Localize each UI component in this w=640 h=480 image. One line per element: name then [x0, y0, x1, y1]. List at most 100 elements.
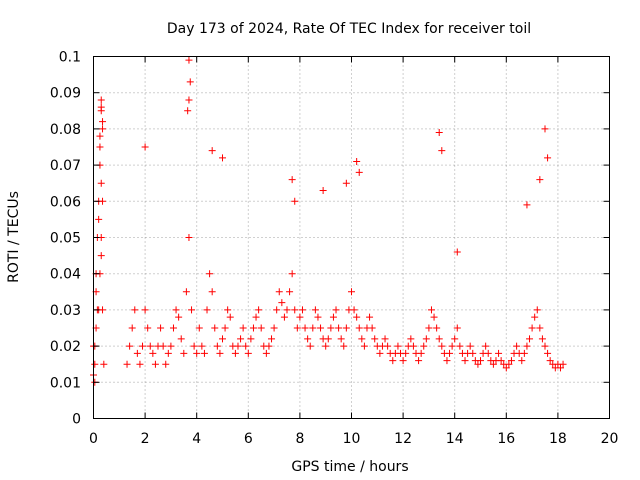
- y-tick-label: 0: [72, 412, 81, 428]
- data-point: [242, 342, 250, 350]
- data-point: [288, 270, 296, 278]
- data-point: [433, 324, 441, 332]
- data-point: [162, 360, 170, 368]
- y-tick-label: 0.02: [50, 339, 81, 355]
- data-point: [489, 360, 497, 368]
- data-point: [536, 324, 544, 332]
- data-point: [451, 335, 459, 343]
- y-tick-label: 0.07: [50, 158, 81, 174]
- data-point: [96, 143, 104, 151]
- data-point: [100, 360, 108, 368]
- data-point: [371, 335, 379, 343]
- data-point: [198, 342, 206, 350]
- data-point: [190, 342, 198, 350]
- data-point: [286, 288, 294, 296]
- data-point: [169, 324, 177, 332]
- data-point: [477, 357, 484, 365]
- data-point: [337, 335, 345, 343]
- data-point: [435, 129, 443, 137]
- data-point: [528, 324, 536, 332]
- data-point: [164, 349, 172, 357]
- data-point: [319, 186, 327, 194]
- data-point: [427, 306, 435, 314]
- data-point: [99, 197, 107, 205]
- data-point: [332, 306, 340, 314]
- y-tick-label: 0.05: [50, 231, 81, 247]
- data-point: [384, 342, 392, 350]
- data-point: [327, 324, 335, 332]
- data-point: [141, 143, 149, 151]
- data-point: [159, 342, 167, 350]
- data-point: [425, 324, 433, 332]
- data-point: [97, 179, 105, 187]
- data-point: [234, 342, 242, 350]
- data-point: [402, 349, 410, 357]
- data-point: [306, 342, 314, 350]
- data-point: [172, 306, 180, 314]
- y-tick-label: 0.01: [50, 375, 81, 391]
- data-point: [358, 335, 366, 343]
- data-point: [213, 342, 221, 350]
- data-point: [177, 335, 185, 343]
- data-point: [394, 342, 402, 350]
- data-point: [546, 357, 554, 365]
- data-point: [247, 335, 255, 343]
- data-point: [296, 313, 304, 321]
- data-point: [497, 357, 505, 365]
- x-tick-label: 12: [394, 431, 412, 447]
- data-point: [219, 335, 226, 343]
- data-point: [314, 313, 322, 321]
- data-point: [221, 324, 229, 332]
- data-point: [353, 313, 361, 321]
- data-point: [185, 96, 193, 104]
- data-point: [376, 349, 384, 357]
- data-point: [270, 324, 278, 332]
- data-point: [185, 56, 193, 64]
- data-point: [99, 118, 107, 126]
- data-point: [438, 342, 446, 350]
- data-point: [126, 342, 134, 350]
- data-point: [417, 349, 425, 357]
- data-point: [541, 125, 549, 133]
- data-point: [97, 96, 105, 104]
- data-point: [141, 306, 149, 314]
- data-point: [389, 357, 397, 365]
- data-point: [520, 349, 528, 357]
- data-point: [466, 342, 474, 350]
- data-point: [420, 342, 428, 350]
- data-point: [244, 349, 252, 357]
- data-point: [317, 324, 325, 332]
- data-point: [523, 342, 531, 350]
- x-tick-label: 0: [89, 431, 98, 447]
- data-point: [200, 349, 208, 357]
- data-point: [446, 349, 454, 357]
- data-point: [544, 349, 552, 357]
- data-point: [526, 335, 534, 343]
- data-point: [146, 342, 154, 350]
- data-point: [149, 349, 157, 357]
- data-point: [175, 313, 183, 321]
- data-point: [144, 324, 152, 332]
- data-point: [474, 360, 482, 368]
- data-point: [180, 349, 188, 357]
- y-tick-label: 0.1: [59, 50, 81, 66]
- data-point: [249, 324, 257, 332]
- x-tick-label: 16: [497, 431, 515, 447]
- y-tick-label: 0.03: [50, 303, 81, 319]
- data-point: [311, 306, 319, 314]
- data-point: [291, 306, 299, 314]
- data-point: [533, 306, 541, 314]
- data-point: [340, 342, 348, 350]
- data-point: [167, 342, 175, 350]
- data-point: [513, 342, 521, 350]
- data-point: [226, 313, 234, 321]
- data-point: [484, 349, 492, 357]
- data-point: [151, 360, 159, 368]
- data-point: [495, 349, 503, 357]
- data-point: [324, 335, 332, 343]
- x-tick-label: 2: [141, 431, 150, 447]
- data-point: [531, 313, 539, 321]
- data-point: [348, 288, 355, 296]
- data-point: [399, 357, 407, 365]
- data-point: [350, 306, 358, 314]
